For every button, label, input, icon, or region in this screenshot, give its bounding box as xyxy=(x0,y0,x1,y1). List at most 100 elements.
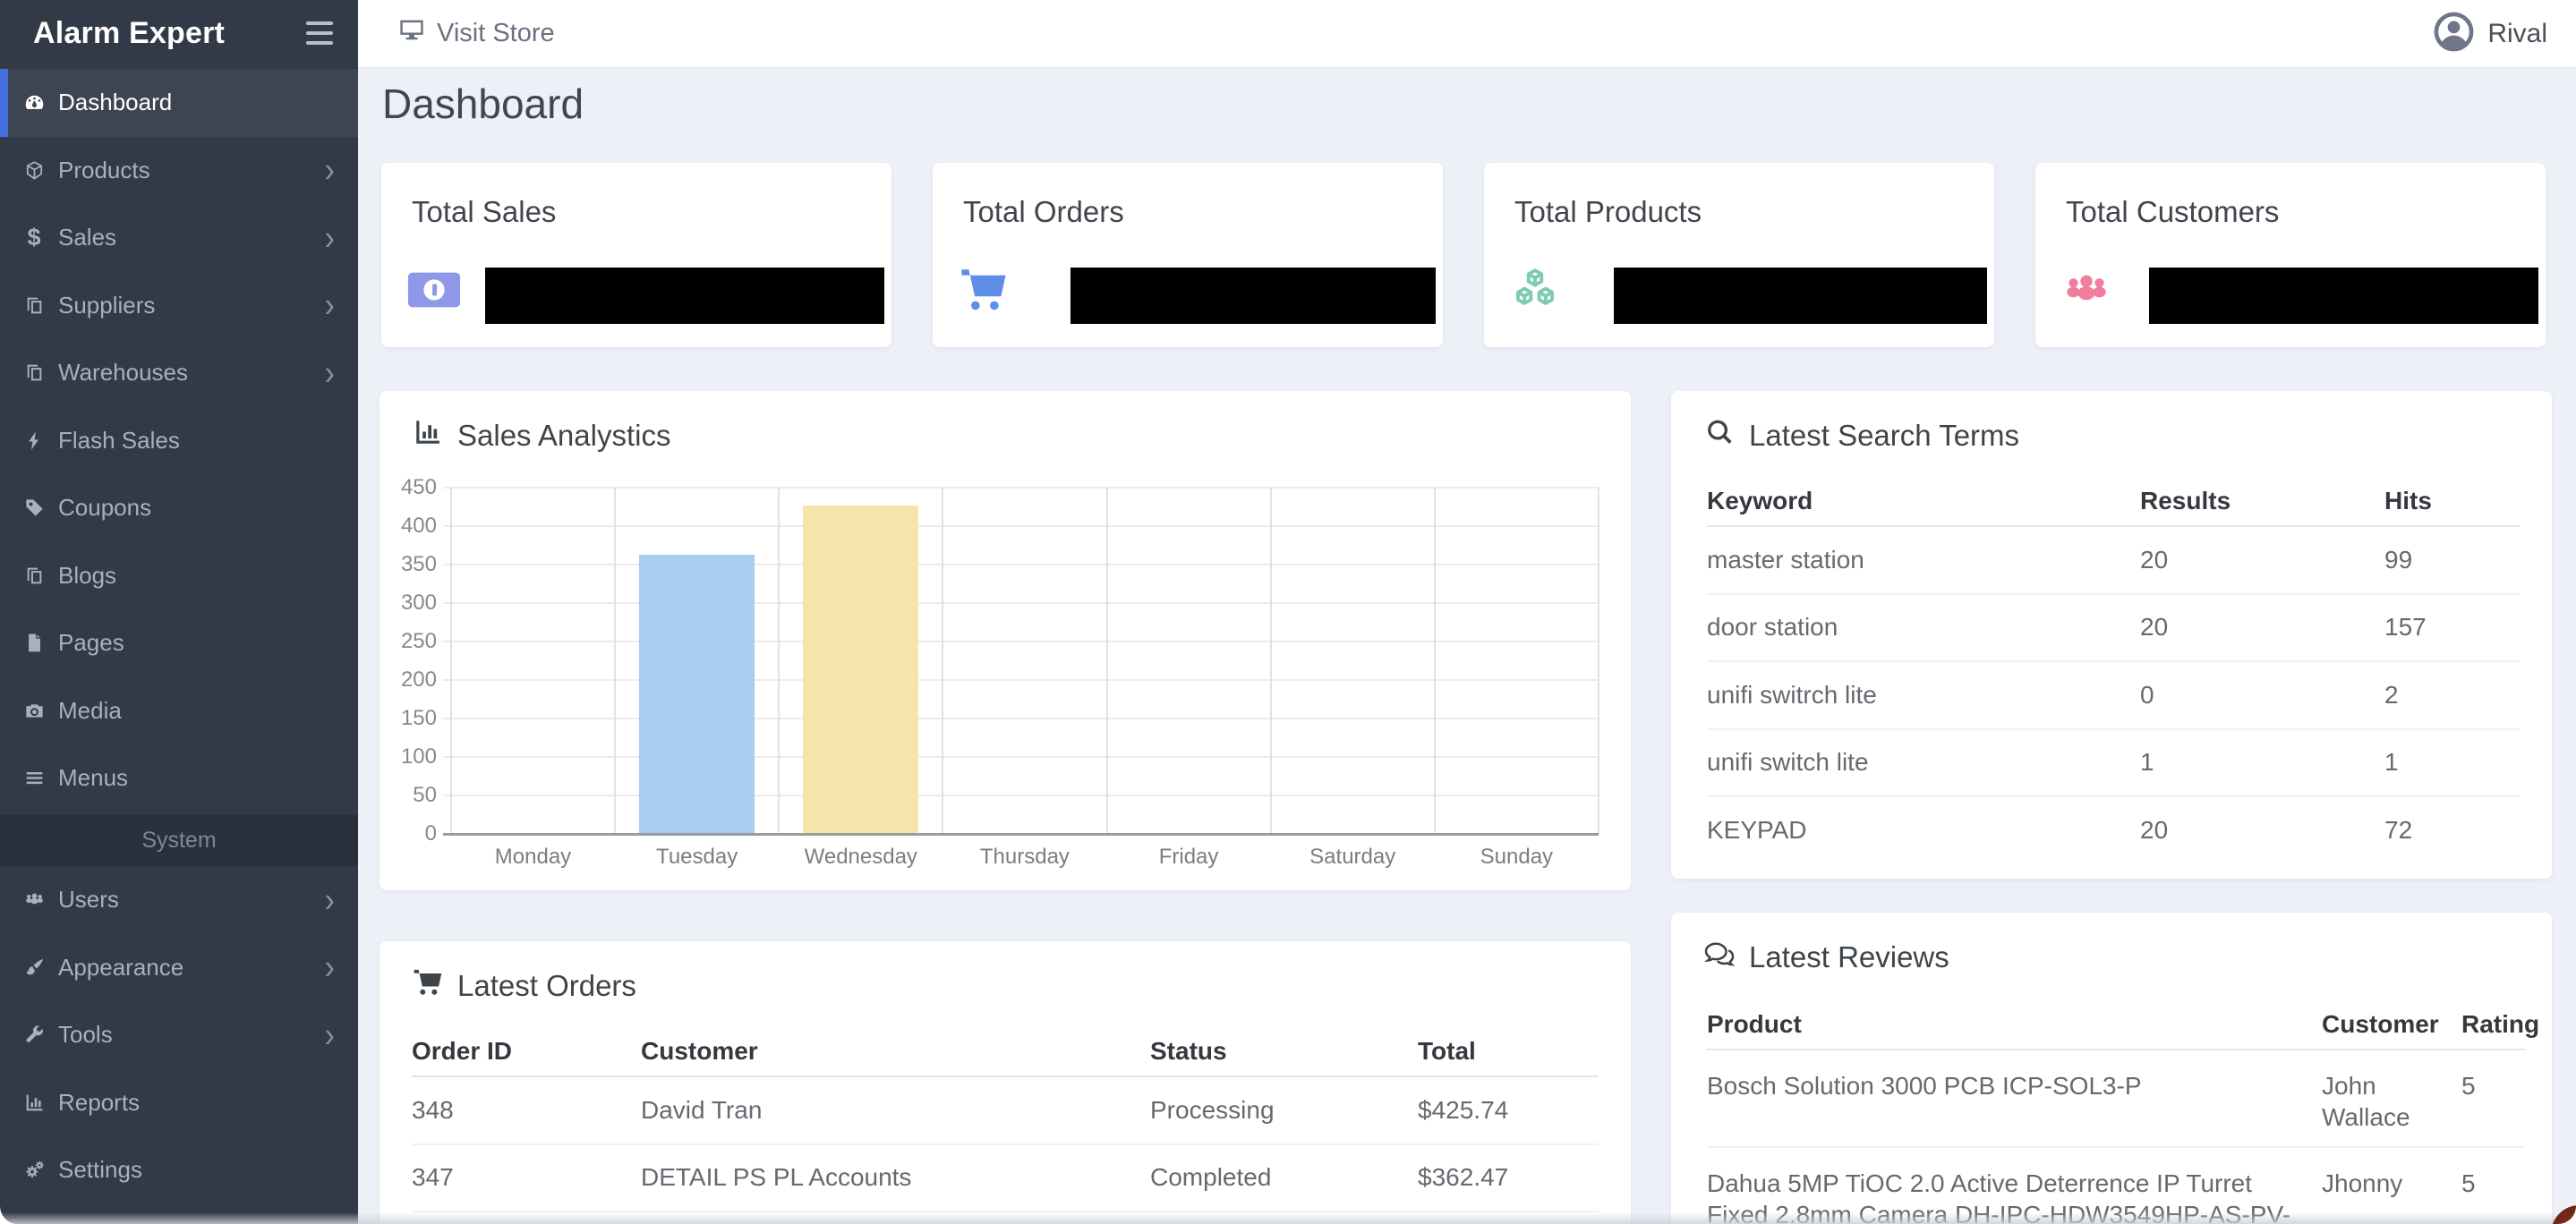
chevron-right-icon: › xyxy=(325,882,335,917)
cell: DETAIL PS PL Accounts xyxy=(641,1163,1150,1192)
stat-card-title: Total Products xyxy=(1514,195,1702,229)
cubes-icon xyxy=(1509,261,1570,319)
cell: 2 xyxy=(2384,681,2520,710)
cell: KEYPAD xyxy=(1707,816,2140,845)
cell: unifi switch lite xyxy=(1707,748,2140,777)
chevron-right-icon: › xyxy=(325,220,335,255)
column-header: Customer xyxy=(641,1037,1150,1066)
cell: 0 xyxy=(2140,681,2384,710)
sidebar-item-menus[interactable]: Menus xyxy=(0,744,358,812)
copy-icon xyxy=(22,361,46,385)
user-name: Rival xyxy=(2487,19,2547,49)
reviews-table: ProductCustomerRatingBosch Solution 3000… xyxy=(1707,1000,2525,1224)
table-row: door station20157 xyxy=(1707,595,2520,663)
cell: John Wallace xyxy=(2322,1070,2461,1133)
cube-icon xyxy=(22,158,46,182)
column-header: Results xyxy=(2140,487,2384,515)
table-row: 347DETAIL PS PL AccountsCompleted$362.47 xyxy=(412,1145,1599,1213)
sidebar-item-suppliers[interactable]: Suppliers› xyxy=(0,272,358,340)
bars-icon xyxy=(22,767,46,790)
cell: $362.47 xyxy=(1418,1163,1599,1192)
stat-card-title: Total Orders xyxy=(963,195,1124,229)
chevron-right-icon: › xyxy=(325,153,335,188)
chevron-right-icon: › xyxy=(325,355,335,390)
tag-icon xyxy=(22,497,46,520)
stat-card-total-products: Total Products xyxy=(1484,163,1994,347)
sidebar-item-pages[interactable]: Pages xyxy=(0,609,358,677)
sales-analytics-chart xyxy=(451,488,1599,834)
table-row: KEYPAD2072 xyxy=(1707,797,2520,863)
cell: 157 xyxy=(2384,613,2520,642)
orders-table: Order IDCustomerStatusTotal348David Tran… xyxy=(412,1027,1599,1212)
cell: 72 xyxy=(2384,816,2520,845)
section-label: System xyxy=(141,828,216,854)
panel-header: Latest Search Terms xyxy=(1703,416,2019,455)
sidebar-item-users[interactable]: Users› xyxy=(0,866,358,934)
sales-analytics-panel: Sales Analystics 45040035030025020015010… xyxy=(380,391,1631,890)
cart-icon xyxy=(958,261,1019,319)
desktop-icon xyxy=(397,16,426,52)
y-tick-label: 350 xyxy=(401,552,437,577)
column-header: Product xyxy=(1707,1010,2322,1039)
comments-icon xyxy=(1703,938,1736,977)
panel-header: Latest Orders xyxy=(412,966,636,1006)
sidebar-system-menu: Users›Appearance›Tools›ReportsSettings xyxy=(0,866,358,1204)
sidebar-item-media[interactable]: Media xyxy=(0,677,358,745)
main-content: Dashboard Total SalesTotal OrdersTotal P… xyxy=(358,67,2576,1224)
wrench-icon xyxy=(22,1024,46,1047)
sidebar-item-blogs[interactable]: Blogs xyxy=(0,542,358,610)
camera-icon xyxy=(22,699,46,722)
panel-title: Latest Reviews xyxy=(1749,940,1949,974)
table-header-row: Order IDCustomerStatusTotal xyxy=(412,1027,1599,1077)
cell: Jhonny xyxy=(2322,1168,2461,1199)
panel-title: Latest Orders xyxy=(457,969,636,1003)
users-icon xyxy=(22,888,46,912)
x-tick-label: Thursday xyxy=(943,845,1106,870)
cell: 5 xyxy=(2461,1070,2525,1101)
cell: Processing xyxy=(1150,1096,1418,1125)
visit-store-label: Visit Store xyxy=(437,19,555,48)
sidebar-toggle-icon[interactable] xyxy=(306,21,333,45)
copy-icon xyxy=(22,564,46,587)
redacted-value xyxy=(1070,268,1436,324)
sidebar-item-flash-sales[interactable]: Flash Sales xyxy=(0,407,358,475)
topbar: Visit Store Rival xyxy=(358,0,2576,69)
bar-wednesday xyxy=(803,506,918,834)
x-tick-label: Tuesday xyxy=(615,845,779,870)
sidebar-item-appearance[interactable]: Appearance› xyxy=(0,934,358,1002)
user-menu[interactable]: Rival xyxy=(2433,0,2547,67)
copy-icon xyxy=(22,293,46,317)
redacted-value xyxy=(2149,268,2538,324)
bar-tuesday xyxy=(639,555,755,834)
chevron-right-icon: › xyxy=(325,288,335,323)
money-icon xyxy=(406,261,467,319)
sidebar-item-reports[interactable]: Reports xyxy=(0,1069,358,1137)
y-tick-label: 50 xyxy=(413,783,437,808)
y-tick-label: 400 xyxy=(401,514,437,539)
page-title: Dashboard xyxy=(382,80,584,128)
sidebar-item-dashboard[interactable]: Dashboard xyxy=(0,69,358,137)
cell: master station xyxy=(1707,546,2140,574)
table-row: unifi switrch lite02 xyxy=(1707,662,2520,730)
latest-search-terms-panel: Latest Search Terms KeywordResultsHitsma… xyxy=(1671,391,2552,879)
stat-card-total-customers: Total Customers xyxy=(2035,163,2546,347)
table-row: master station2099 xyxy=(1707,527,2520,595)
sidebar-item-warehouses[interactable]: Warehouses› xyxy=(0,339,358,407)
cell: Completed xyxy=(1150,1163,1418,1192)
panel-title: Latest Search Terms xyxy=(1749,419,2019,453)
sidebar-item-sales[interactable]: $Sales› xyxy=(0,204,358,272)
y-tick-label: 200 xyxy=(401,667,437,693)
cell: Bosch Solution 3000 PCB ICP-SOL3-P xyxy=(1707,1070,2322,1101)
column-header: Total xyxy=(1418,1037,1599,1066)
sidebar-item-settings[interactable]: Settings xyxy=(0,1136,358,1204)
cell: door station xyxy=(1707,613,2140,642)
sidebar-item-coupons[interactable]: Coupons xyxy=(0,474,358,542)
y-tick-label: 0 xyxy=(425,821,437,846)
cell: 20 xyxy=(2140,613,2384,642)
table-row: Bosch Solution 3000 PCB ICP-SOL3-PJohn W… xyxy=(1707,1050,2525,1148)
sidebar-item-tools[interactable]: Tools› xyxy=(0,1001,358,1069)
visit-store-link[interactable]: Visit Store xyxy=(397,0,555,67)
cell: $425.74 xyxy=(1418,1096,1599,1125)
cell: David Tran xyxy=(641,1096,1150,1125)
sidebar-item-products[interactable]: Products› xyxy=(0,137,358,205)
